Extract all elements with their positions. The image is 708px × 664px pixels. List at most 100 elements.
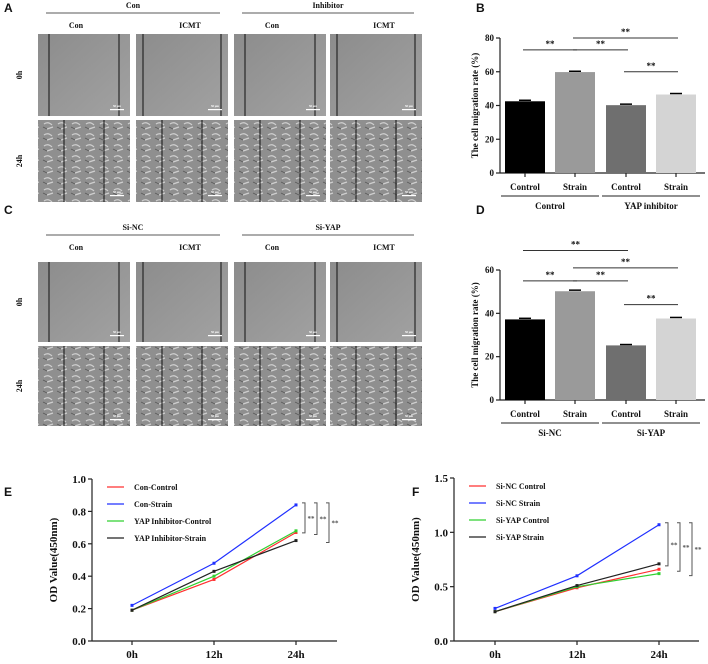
column-header: ICMT xyxy=(373,21,395,30)
legend-label: Con-Control xyxy=(134,483,178,492)
scale-bar-label: 50 μm xyxy=(309,414,317,418)
significance-label: ** xyxy=(596,270,606,280)
data-point xyxy=(294,539,298,543)
panel-label-C: C xyxy=(4,203,13,217)
scale-bar-label: 50 μm xyxy=(113,104,121,108)
category-label: Strain xyxy=(664,182,688,192)
scale-bar xyxy=(110,109,124,111)
y-tick-label: 0.5 xyxy=(434,582,448,594)
group-label: Si-YAP xyxy=(637,428,666,438)
panel-label-E: E xyxy=(4,485,12,499)
scale-bar-label: 50 μm xyxy=(405,104,413,108)
y-tick-label: 0.6 xyxy=(72,539,86,551)
bar xyxy=(656,94,696,173)
bar xyxy=(656,318,696,400)
panel-label-B: B xyxy=(476,1,485,15)
category-label: Strain xyxy=(664,409,688,419)
micrograph-image xyxy=(234,346,326,426)
x-tick-label: 24h xyxy=(287,649,304,661)
x-tick-label: 12h xyxy=(568,649,585,661)
significance-label: ** xyxy=(621,257,631,267)
y-axis-label: The cell migration rate (%) xyxy=(470,53,480,158)
data-point xyxy=(212,569,216,573)
data-point xyxy=(575,574,579,578)
scale-bar xyxy=(208,419,222,421)
data-point xyxy=(212,577,216,581)
scale-bar-label: 50 μm xyxy=(309,190,317,194)
significance-label: ** xyxy=(621,27,631,37)
y-tick-label: 1.5 xyxy=(434,473,448,485)
group-label: Control xyxy=(535,201,565,211)
panel-label-F: F xyxy=(412,485,419,499)
data-point xyxy=(294,529,298,533)
scale-bar xyxy=(208,195,222,197)
scale-bar xyxy=(402,335,416,337)
column-header: Con xyxy=(265,243,280,252)
bar xyxy=(505,101,545,173)
data-point xyxy=(130,603,134,607)
y-tick-label: 40 xyxy=(485,101,495,111)
scale-bar xyxy=(306,195,320,197)
scale-bar xyxy=(306,109,320,111)
data-point xyxy=(575,584,579,588)
micrograph-image xyxy=(38,346,130,426)
data-point xyxy=(212,561,216,565)
scale-bar xyxy=(110,335,124,337)
scale-bar-label: 50 μm xyxy=(405,190,413,194)
scale-bar-label: 50 μm xyxy=(211,414,219,418)
significance-label: ** xyxy=(647,294,657,304)
data-point xyxy=(493,606,497,610)
scale-bar xyxy=(208,109,222,111)
legend-label: Si-NC Control xyxy=(496,482,546,491)
y-axis-label: OD Value(450nm) xyxy=(410,517,422,602)
micrograph-image xyxy=(136,262,228,342)
group-header: Si-NC xyxy=(123,223,144,232)
data-point xyxy=(493,610,497,614)
y-tick-label: 80 xyxy=(485,33,495,43)
y-tick-label: 0.2 xyxy=(72,604,86,616)
comparison-label: ** xyxy=(683,544,691,552)
data-point xyxy=(294,503,298,507)
significance-label: ** xyxy=(546,39,556,49)
legend-label: Con-Strain xyxy=(134,500,173,509)
scale-bar-label: 50 μm xyxy=(113,330,121,334)
scale-bar-label: 50 μm xyxy=(113,414,121,418)
comparison-label: ** xyxy=(320,516,328,524)
y-tick-label: 0.0 xyxy=(72,636,86,648)
x-tick-label: 0h xyxy=(126,649,138,661)
comparison-label: ** xyxy=(332,520,340,528)
group-header: Si-YAP xyxy=(315,223,340,232)
y-tick-label: 0 xyxy=(490,168,495,178)
scale-bar-label: 50 μm xyxy=(113,190,121,194)
y-axis-label: OD Value(450nm) xyxy=(48,517,60,602)
data-point xyxy=(657,567,661,571)
row-label: 24h xyxy=(15,154,24,167)
comparison-label: ** xyxy=(308,515,316,523)
y-tick-label: 60 xyxy=(485,265,495,275)
data-point xyxy=(130,608,134,612)
group-label: Si-NC xyxy=(538,428,562,438)
significance-label: ** xyxy=(546,270,556,280)
micrograph-image xyxy=(330,346,422,426)
y-tick-label: 0.0 xyxy=(434,636,448,648)
column-header: Con xyxy=(265,21,280,30)
legend-label: Si-YAP Control xyxy=(496,516,550,525)
y-axis-label: The cell migration rate (%) xyxy=(470,282,480,387)
legend-label: Si-YAP Strain xyxy=(496,533,544,542)
y-tick-label: 0.4 xyxy=(72,571,86,583)
column-header: ICMT xyxy=(179,243,201,252)
group-label: YAP inhibitor xyxy=(624,201,677,211)
data-point xyxy=(294,530,298,534)
y-tick-label: 60 xyxy=(485,67,495,77)
row-label: 0h xyxy=(15,70,24,79)
bar xyxy=(505,319,545,400)
micrograph-image xyxy=(330,34,422,116)
micrograph-image xyxy=(136,120,228,202)
comparison-bracket xyxy=(689,522,693,577)
panel-label-A: A xyxy=(4,1,13,15)
legend-label: Si-NC Strain xyxy=(496,499,541,508)
micrograph-image xyxy=(330,262,422,342)
x-tick-label: 12h xyxy=(205,649,222,661)
y-tick-label: 40 xyxy=(485,308,495,318)
